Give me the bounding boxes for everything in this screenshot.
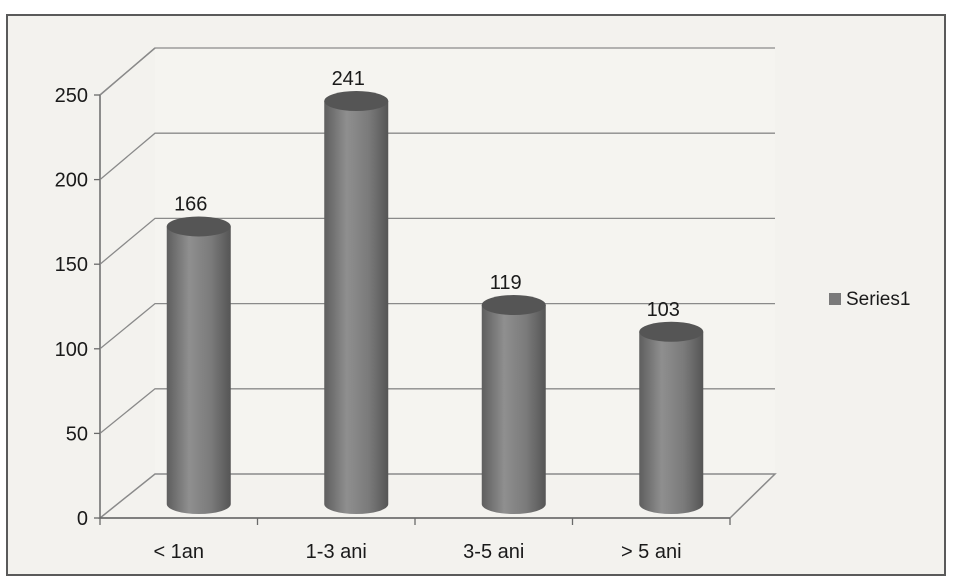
x-tick-label: > 5 ani [621,541,682,563]
bar [166,216,231,514]
x-tick-label: 3-5 ani [463,541,524,563]
y-tick-label: 250 [55,85,88,107]
data-label: 119 [490,272,522,294]
y-axis-ticks: 0 50 100 150 200 250 [55,85,100,530]
x-axis-labels: < 1an 1-3 ani 3-5 ani > 5 ani [99,518,731,563]
gridlines [99,47,775,434]
legend-swatch [829,293,841,305]
bar-top [166,216,231,237]
bar-body [639,331,704,514]
bar [481,295,546,514]
y-tick-label: 150 [55,254,88,276]
gridline [99,217,775,265]
gridline [99,388,775,434]
y-tick-label: 0 [77,508,88,530]
bar-top [481,295,546,316]
bar-top [324,91,389,112]
bar [639,321,704,514]
gridline [99,302,775,350]
gridline [99,47,775,96]
data-label: 241 [332,68,365,90]
y-tick-label: 50 [66,423,88,445]
bar-body [166,226,231,514]
bars [166,91,704,514]
y-tick-label: 200 [55,170,88,192]
bar [324,91,389,514]
data-label: 103 [647,299,680,321]
bar-body [481,305,546,514]
y-tick-label: 100 [55,339,88,361]
data-labels: 166 241 119 103 [174,68,680,321]
back-wall [155,48,775,474]
bar-top [639,321,704,342]
bar-body [324,101,389,514]
x-tick-label: 1-3 ani [306,541,367,563]
legend: Series1 [829,289,910,310]
x-tick-label: < 1an [153,541,204,563]
data-label: 166 [174,193,207,215]
legend-label: Series1 [846,289,910,310]
gridline [99,132,775,181]
